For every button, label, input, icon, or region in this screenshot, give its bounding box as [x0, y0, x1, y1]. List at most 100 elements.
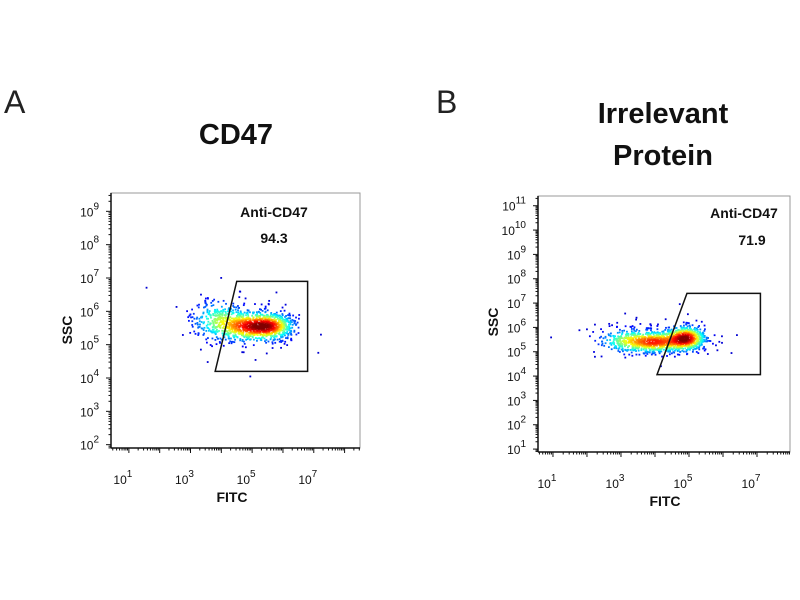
event-dot — [240, 333, 243, 335]
gate-name-label: Anti-CD47 — [240, 204, 308, 220]
event-dot — [679, 347, 681, 349]
x-tick-label: 105 — [237, 469, 256, 487]
event-dot — [216, 314, 219, 317]
event-dot — [243, 311, 246, 314]
event-dot — [675, 343, 678, 346]
event-dot — [210, 301, 213, 304]
event-dot — [263, 307, 266, 310]
event-dot — [631, 342, 634, 344]
event-dot — [696, 331, 698, 334]
event-dot — [283, 309, 286, 312]
event-dot — [686, 328, 689, 330]
event-dot — [259, 312, 262, 314]
event-dot — [257, 331, 259, 334]
event-dot — [675, 329, 678, 332]
event-dot — [271, 342, 274, 345]
y-tick-label: 107 — [80, 268, 99, 286]
panel-letter-b: B — [436, 84, 458, 120]
event-dot — [261, 333, 264, 336]
event-dot — [208, 310, 211, 312]
event-dot — [270, 336, 273, 339]
event-dot — [230, 325, 233, 328]
event-dot — [297, 326, 300, 329]
event-dot — [633, 343, 636, 346]
event-dot — [284, 331, 287, 334]
event-dot — [645, 349, 648, 352]
event-dot — [265, 329, 268, 332]
event-dot — [188, 319, 190, 322]
event-dot — [695, 337, 698, 339]
event-dot — [206, 361, 209, 363]
event-dot — [222, 326, 224, 329]
event-dot — [682, 334, 684, 337]
event-dot — [613, 337, 616, 340]
event-dot — [277, 315, 280, 317]
event-dot — [640, 347, 643, 350]
event-dot — [212, 322, 215, 325]
event-dot — [214, 315, 217, 317]
event-dot — [648, 340, 651, 343]
event-dot — [268, 322, 271, 325]
event-dot — [692, 340, 694, 343]
event-dot — [686, 343, 688, 346]
event-dot — [222, 310, 225, 312]
event-dot — [617, 350, 620, 352]
event-dot — [624, 325, 627, 328]
event-dot — [193, 330, 196, 333]
event-dot — [687, 348, 689, 351]
event-dot — [627, 333, 630, 336]
event-dot — [209, 314, 212, 317]
event-dot — [281, 313, 284, 315]
x-tick-exponent: 3 — [619, 473, 625, 484]
event-dot — [653, 351, 656, 354]
y-tick-label: 109 — [80, 201, 99, 219]
y-tick-label: 108 — [80, 235, 99, 253]
event-dot — [239, 310, 242, 313]
event-dot — [619, 344, 622, 346]
event-dot — [280, 317, 283, 320]
event-dot — [658, 352, 661, 355]
event-dot — [643, 344, 646, 346]
event-dot — [220, 310, 223, 313]
event-dot — [291, 326, 294, 329]
event-dot — [681, 349, 684, 352]
event-dot — [627, 332, 630, 335]
event-dot — [610, 343, 613, 346]
event-dot — [224, 308, 227, 311]
event-dot — [266, 322, 269, 325]
event-dot — [244, 321, 247, 324]
event-dot — [265, 334, 268, 337]
event-dot — [664, 344, 667, 347]
event-dot — [703, 345, 706, 348]
event-dot — [699, 332, 702, 335]
event-dot — [222, 321, 225, 324]
event-dot — [651, 340, 654, 343]
event-dot — [230, 342, 233, 345]
event-dot — [194, 332, 197, 335]
event-dot — [630, 334, 633, 336]
event-dot — [214, 320, 216, 323]
event-dot — [687, 341, 690, 344]
event-dot — [278, 331, 281, 334]
event-dot — [640, 341, 643, 344]
event-dot — [233, 321, 235, 324]
event-dot — [697, 342, 700, 345]
event-dot — [295, 333, 298, 336]
event-dot — [267, 303, 270, 306]
event-dot — [271, 321, 274, 324]
event-dot — [234, 327, 237, 330]
event-dot — [690, 343, 693, 346]
event-dot — [693, 335, 696, 337]
event-dot — [229, 319, 232, 322]
event-dot — [270, 324, 273, 327]
x-tick-exponent: 5 — [250, 469, 256, 480]
event-dot — [216, 328, 218, 331]
event-dot — [658, 343, 661, 346]
event-dot — [202, 334, 205, 336]
gate-percent-label: 94.3 — [260, 230, 287, 246]
event-dot — [256, 326, 259, 329]
event-dot — [220, 277, 223, 279]
event-dot — [272, 323, 275, 326]
event-dot — [682, 337, 684, 340]
event-dot — [274, 338, 276, 341]
